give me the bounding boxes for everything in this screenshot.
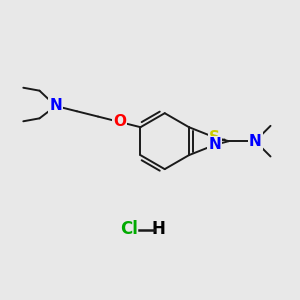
Text: H: H [152, 220, 166, 238]
Text: N: N [49, 98, 62, 113]
Text: O: O [113, 114, 126, 129]
Text: N: N [249, 134, 262, 149]
Text: Cl: Cl [121, 220, 138, 238]
Text: S: S [209, 130, 220, 145]
Text: N: N [208, 137, 221, 152]
